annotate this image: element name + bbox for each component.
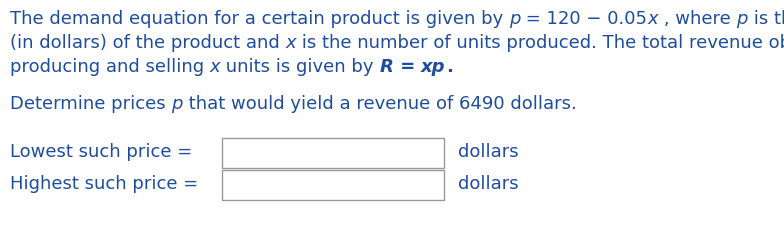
Text: dollars: dollars (458, 142, 519, 160)
Text: =: = (394, 58, 421, 76)
Text: p: p (172, 95, 183, 112)
Text: is the unit price: is the unit price (748, 10, 784, 28)
Text: Highest such price =: Highest such price = (10, 174, 204, 192)
Text: x: x (285, 34, 296, 52)
Text: x: x (648, 10, 658, 28)
Text: R: R (379, 58, 394, 76)
Text: .: . (445, 58, 452, 76)
Text: Lowest such price =: Lowest such price = (10, 142, 198, 160)
Text: dollars: dollars (458, 174, 519, 192)
Text: = 120 − 0.05: = 120 − 0.05 (521, 10, 648, 28)
FancyBboxPatch shape (222, 139, 444, 168)
Text: , where: , where (658, 10, 736, 28)
Text: x: x (210, 58, 220, 76)
Text: units is given by: units is given by (220, 58, 379, 76)
Text: Determine prices: Determine prices (10, 95, 172, 112)
Text: (in dollars) of the product and: (in dollars) of the product and (10, 34, 285, 52)
Text: that would yield a revenue of 6490 dollars.: that would yield a revenue of 6490 dolla… (183, 95, 576, 112)
Text: xp: xp (421, 58, 445, 76)
Text: producing and selling: producing and selling (10, 58, 210, 76)
FancyBboxPatch shape (222, 170, 444, 200)
Text: p: p (736, 10, 748, 28)
Text: p: p (509, 10, 521, 28)
Text: is the number of units produced. The total revenue obtained by: is the number of units produced. The tot… (296, 34, 784, 52)
Text: The demand equation for a certain product is given by: The demand equation for a certain produc… (10, 10, 509, 28)
